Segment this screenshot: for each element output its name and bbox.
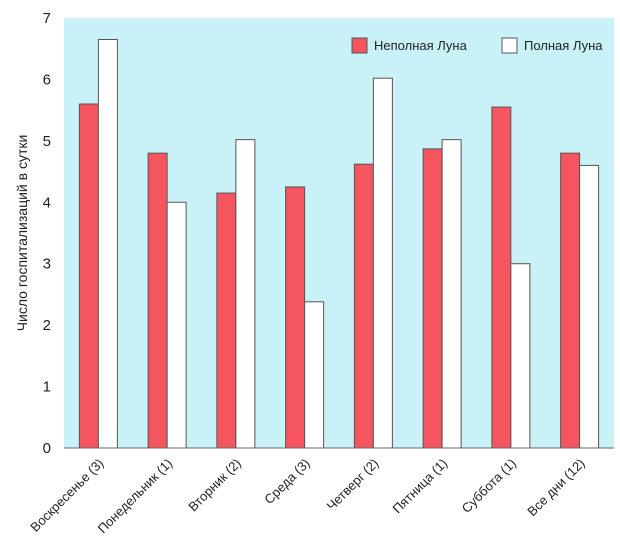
x-axis: Воскресенье (3)Понедельник (1) Вторник (2… — [27, 456, 587, 537]
y-axis-title: Число госпитализаций в сутки — [14, 135, 30, 332]
bar-non-full-moon — [78, 103, 99, 449]
bar-non-full-moon — [147, 152, 168, 449]
y-tick-label: 4 — [43, 194, 51, 211]
legend: Неполная Луна Полная Луна — [351, 37, 603, 54]
y-axis: 0 1 2 3 4 5 6 7 — [43, 10, 51, 457]
y-tick-label: 5 — [43, 133, 51, 150]
x-tick-label: Четверг (2) — [324, 456, 382, 514]
bar-non-full-moon — [560, 152, 581, 449]
legend-swatch — [501, 37, 518, 54]
plot-background — [64, 18, 614, 448]
bars — [78, 39, 600, 449]
legend-swatch — [351, 37, 368, 54]
bar-non-full-moon — [422, 148, 443, 449]
legend-label: Полная Луна — [524, 38, 603, 53]
legend-label: Неполная Луна — [374, 38, 468, 53]
y-tick-label: 7 — [43, 10, 51, 27]
bar-full-moon — [372, 77, 393, 449]
x-tick-label: Среда (3) — [261, 456, 313, 508]
x-tick-label: Пятница (1) — [389, 456, 450, 517]
bar-non-full-moon — [216, 192, 237, 449]
bar-non-full-moon — [353, 163, 374, 449]
x-tick-label: Суббота (1) — [459, 456, 519, 516]
bar-full-moon — [510, 263, 531, 449]
bar-full-moon — [166, 201, 187, 449]
x-tick-label: Все дни (12) — [524, 456, 587, 519]
x-tick-label: Понедельник (1) — [95, 456, 176, 537]
x-tick-label: Вторник (2) — [185, 456, 244, 515]
bar-non-full-moon — [491, 106, 512, 449]
bar-full-moon — [304, 301, 325, 449]
y-tick-label: 6 — [43, 71, 51, 88]
y-tick-label: 2 — [43, 317, 51, 334]
y-tick-label: 3 — [43, 256, 51, 273]
bar-full-moon — [235, 139, 256, 449]
y-tick-label: 0 — [43, 440, 51, 457]
bar-non-full-moon — [285, 186, 306, 449]
bar-full-moon — [441, 139, 462, 449]
bar-full-moon — [97, 39, 118, 449]
bar-full-moon — [579, 164, 600, 449]
x-tick-label: Воскресенье (3) — [27, 456, 106, 535]
y-tick-label: 1 — [43, 379, 51, 396]
